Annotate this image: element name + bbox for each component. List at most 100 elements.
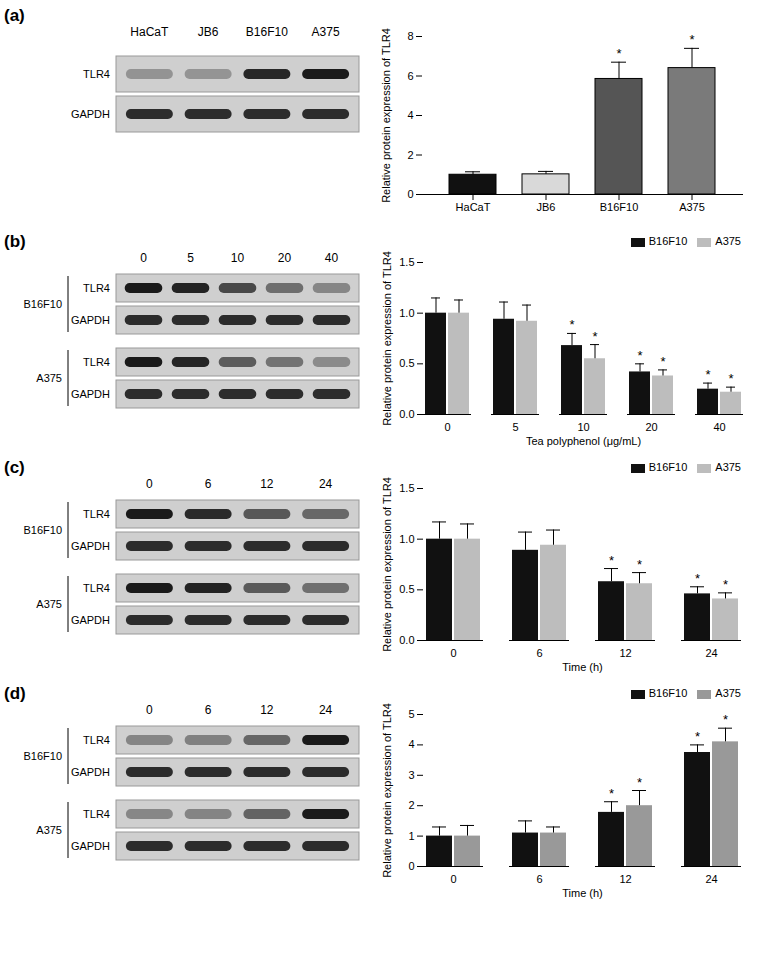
- svg-text:A375: A375: [36, 824, 62, 836]
- svg-text:*: *: [695, 729, 700, 744]
- svg-text:TLR4: TLR4: [83, 356, 110, 368]
- svg-text:20: 20: [645, 421, 657, 433]
- svg-text:4: 4: [407, 109, 413, 121]
- svg-text:*: *: [637, 348, 642, 363]
- svg-text:Relative protein expression of: Relative protein expression of TLR4: [381, 703, 393, 878]
- svg-text:*: *: [569, 317, 574, 332]
- svg-text:TLR4: TLR4: [83, 68, 110, 80]
- svg-text:24: 24: [705, 873, 717, 885]
- svg-text:5: 5: [512, 421, 518, 433]
- svg-text:12: 12: [619, 873, 631, 885]
- svg-text:0: 0: [444, 421, 450, 433]
- svg-text:GAPDH: GAPDH: [71, 540, 110, 552]
- svg-text:*: *: [592, 329, 597, 344]
- svg-text:1.0: 1.0: [399, 533, 414, 545]
- svg-text:1: 1: [408, 830, 414, 842]
- svg-text:1.5: 1.5: [399, 482, 414, 494]
- svg-text:*: *: [705, 367, 710, 382]
- svg-text:5: 5: [408, 708, 414, 720]
- svg-text:GAPDH: GAPDH: [71, 388, 110, 400]
- svg-text:3: 3: [408, 769, 414, 781]
- svg-text:*: *: [660, 354, 665, 369]
- svg-text:6: 6: [407, 70, 413, 82]
- svg-text:10: 10: [577, 421, 589, 433]
- svg-text:TLR4: TLR4: [83, 734, 110, 746]
- svg-text:Relative protein expression of: Relative protein expression of TLR4: [380, 28, 392, 203]
- svg-text:A375: A375: [36, 372, 62, 384]
- svg-text:24: 24: [705, 647, 717, 659]
- svg-text:0: 0: [407, 188, 413, 200]
- svg-text:40: 40: [713, 421, 725, 433]
- svg-text:0: 0: [146, 703, 153, 717]
- svg-text:JB6: JB6: [537, 201, 556, 213]
- svg-text:B16F10: B16F10: [23, 524, 62, 536]
- svg-text:Tea polyphenol (μg/mL): Tea polyphenol (μg/mL): [526, 435, 641, 447]
- svg-text:40: 40: [325, 251, 339, 265]
- svg-text:0.0: 0.0: [399, 408, 414, 420]
- svg-text:Relative protein expression of: Relative protein expression of TLR4: [381, 477, 393, 652]
- svg-text:*: *: [637, 557, 642, 572]
- svg-text:TLR4: TLR4: [83, 808, 110, 820]
- html-text:(b): (b): [4, 232, 26, 251]
- svg-text:A375: A375: [312, 25, 340, 39]
- svg-text:1.5: 1.5: [399, 256, 414, 268]
- svg-text:10: 10: [231, 251, 245, 265]
- svg-text:TLR4: TLR4: [83, 508, 110, 520]
- svg-text:0.0: 0.0: [399, 634, 414, 646]
- svg-text:12: 12: [260, 477, 274, 491]
- svg-text:*: *: [609, 786, 614, 801]
- svg-text:Time (h): Time (h): [562, 661, 603, 673]
- svg-text:B16F10: B16F10: [600, 201, 639, 213]
- svg-text:B16F10: B16F10: [23, 298, 62, 310]
- html-text:(a): (a): [4, 6, 25, 25]
- svg-text:GAPDH: GAPDH: [71, 108, 110, 120]
- svg-text:12: 12: [619, 647, 631, 659]
- svg-text:B16F10: B16F10: [23, 750, 62, 762]
- svg-text:A375: A375: [36, 598, 62, 610]
- svg-text:0: 0: [450, 647, 456, 659]
- svg-text:TLR4: TLR4: [83, 582, 110, 594]
- svg-text:0: 0: [450, 873, 456, 885]
- svg-text:B16F10: B16F10: [246, 25, 288, 39]
- svg-text:*: *: [637, 775, 642, 790]
- svg-text:24: 24: [319, 477, 333, 491]
- svg-text:0.5: 0.5: [399, 583, 414, 595]
- svg-text:GAPDH: GAPDH: [71, 614, 110, 626]
- svg-text:5: 5: [187, 251, 194, 265]
- svg-text:TLR4: TLR4: [83, 282, 110, 294]
- html-text:(c): (c): [4, 458, 25, 477]
- svg-text:JB6: JB6: [198, 25, 219, 39]
- svg-text:8: 8: [407, 30, 413, 42]
- svg-text:24: 24: [319, 703, 333, 717]
- svg-text:0: 0: [408, 860, 414, 872]
- svg-text:2: 2: [407, 149, 413, 161]
- svg-text:6: 6: [205, 477, 212, 491]
- svg-text:0.5: 0.5: [399, 357, 414, 369]
- svg-text:*: *: [723, 712, 728, 727]
- svg-text:*: *: [689, 32, 694, 47]
- svg-text:*: *: [616, 46, 621, 61]
- svg-text:1.0: 1.0: [399, 307, 414, 319]
- svg-text:*: *: [695, 571, 700, 586]
- svg-text:GAPDH: GAPDH: [71, 840, 110, 852]
- svg-text:Relative protein expression of: Relative protein expression of TLR4: [381, 251, 393, 426]
- svg-text:0: 0: [146, 477, 153, 491]
- svg-text:GAPDH: GAPDH: [71, 314, 110, 326]
- svg-text:*: *: [728, 371, 733, 386]
- svg-text:GAPDH: GAPDH: [71, 766, 110, 778]
- svg-text:6: 6: [536, 873, 542, 885]
- svg-text:*: *: [609, 553, 614, 568]
- svg-text:6: 6: [205, 703, 212, 717]
- svg-text:12: 12: [260, 703, 274, 717]
- svg-text:Time (h): Time (h): [562, 887, 603, 899]
- html-text:(d): (d): [4, 684, 26, 703]
- svg-text:*: *: [723, 577, 728, 592]
- svg-text:HaCaT: HaCaT: [130, 25, 169, 39]
- svg-text:HaCaT: HaCaT: [456, 201, 491, 213]
- svg-text:6: 6: [536, 647, 542, 659]
- svg-text:0: 0: [140, 251, 147, 265]
- svg-text:A375: A375: [679, 201, 705, 213]
- svg-text:4: 4: [408, 738, 414, 750]
- svg-text:20: 20: [278, 251, 292, 265]
- svg-text:2: 2: [408, 799, 414, 811]
